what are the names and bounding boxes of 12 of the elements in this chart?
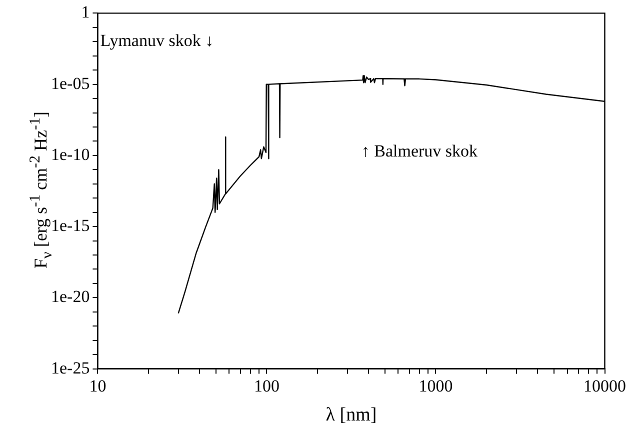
annotation: ↑ Balmeruv skok	[361, 141, 478, 160]
y-tick-label: 1e-05	[50, 74, 90, 93]
y-tick-label: 1e-20	[50, 287, 90, 306]
x-tick-label: 10	[89, 376, 106, 396]
x-tick-label: 10000	[584, 376, 626, 396]
x-tick-label: 1000	[418, 376, 453, 396]
annotation: Lymanuv skok ↓	[100, 31, 214, 50]
y-tick-label: 1	[81, 2, 90, 22]
x-axis-title: λ [nm]	[326, 404, 377, 426]
x-tick-label: 100	[254, 376, 280, 396]
y-tick-label: 1e-10	[50, 144, 90, 164]
y-tick-label: 1e-25	[50, 358, 90, 378]
